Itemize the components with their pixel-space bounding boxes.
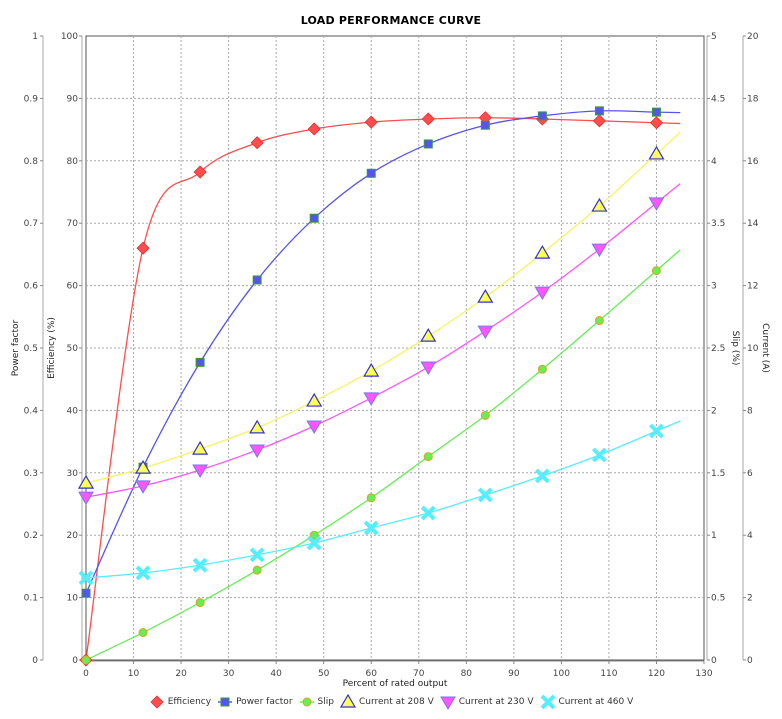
power-factor-tick-label: 0.3 bbox=[24, 469, 38, 479]
efficiency-tick-label: 70 bbox=[67, 219, 79, 229]
current-tick-label: 6 bbox=[747, 469, 753, 479]
current-at-460-v-markers bbox=[78, 423, 664, 586]
legend-label: Current at 460 V bbox=[558, 697, 634, 707]
legend-item-current-at-460-v: Current at 460 V bbox=[540, 694, 634, 710]
efficiency-tick-label: 50 bbox=[67, 344, 79, 354]
current-tick-label: 14 bbox=[747, 219, 759, 229]
current-tick-label: 4 bbox=[747, 531, 753, 541]
current-at-208-v-markers bbox=[77, 145, 665, 489]
slip-tick-label: 4.5 bbox=[711, 94, 725, 104]
current-tick-label: 16 bbox=[747, 157, 759, 167]
power-factor-tick-label: 0.9 bbox=[24, 94, 39, 104]
slip-markers bbox=[81, 266, 661, 665]
x-icon bbox=[540, 694, 555, 710]
slip-tick-label: 3 bbox=[711, 282, 717, 292]
efficiency-tick-label: 10 bbox=[67, 594, 79, 604]
slip-tick-label: 0.5 bbox=[711, 594, 725, 604]
x-tick-label: 110 bbox=[600, 669, 617, 679]
x-tick-label: 30 bbox=[223, 669, 235, 679]
x-tick-label: 0 bbox=[83, 669, 89, 679]
efficiency-tick-label: 100 bbox=[61, 32, 78, 42]
power-factor-tick-label: 0.4 bbox=[24, 406, 39, 416]
slip-axis-label: Slip (%) bbox=[730, 331, 740, 366]
axes: 0 10 20 30 40 50 60 70 80 90 100 110 120 13000.10.20.… bbox=[11, 32, 770, 679]
current-tick-label: 12 bbox=[747, 282, 758, 292]
current-tick-label: 2 bbox=[747, 594, 753, 604]
slip-tick-label: 4 bbox=[711, 157, 717, 167]
x-tick-label: 80 bbox=[461, 669, 473, 679]
slip-tick-label: 3.5 bbox=[711, 219, 725, 229]
efficiency-tick-label: 60 bbox=[67, 282, 79, 292]
grid-lines bbox=[85, 35, 705, 661]
slip-tick-label: 1.5 bbox=[711, 469, 725, 479]
legend-item-efficiency: Efficiency bbox=[149, 694, 211, 710]
x-tick-label: 60 bbox=[366, 669, 378, 679]
legend-label: Current at 208 V bbox=[358, 697, 434, 707]
legend-item-power-factor: Power factor bbox=[217, 694, 293, 710]
current-at-460-v-curve bbox=[85, 420, 681, 579]
efficiency-tick-label: 30 bbox=[67, 469, 79, 479]
x-tick-label: 130 bbox=[695, 669, 712, 679]
slip-tick-label: 2.5 bbox=[711, 344, 725, 354]
efficiency-tick-label: 20 bbox=[67, 531, 79, 541]
power-factor-tick-label: 0.8 bbox=[24, 157, 39, 167]
power-factor-tick-label: 0.1 bbox=[24, 594, 38, 604]
slip-tick-label: 2 bbox=[711, 406, 717, 416]
legend-label: Efficiency bbox=[167, 697, 212, 707]
series-markers bbox=[77, 106, 665, 667]
efficiency-tick-label: 40 bbox=[67, 406, 79, 416]
power-factor-tick-label: 0.5 bbox=[24, 344, 38, 354]
legend-label: Power factor bbox=[236, 697, 293, 707]
current-at-230-v-markers bbox=[78, 197, 665, 506]
triangle-up-icon bbox=[339, 694, 356, 708]
current-tick-label: 0 bbox=[747, 656, 753, 666]
power-factor-tick-label: 0.6 bbox=[24, 282, 39, 292]
efficiency-tick-label: 80 bbox=[67, 157, 79, 167]
legend-item-slip: Slip bbox=[299, 694, 334, 710]
power-factor-tick-label: 0.7 bbox=[24, 219, 38, 229]
legend-item-current-at-230-v: Current at 230 V bbox=[439, 694, 534, 710]
x-tick-label: 120 bbox=[648, 669, 665, 679]
x-tick-label: 100 bbox=[553, 669, 570, 679]
x-tick-label: 40 bbox=[270, 669, 282, 679]
efficiency-tick-label: 90 bbox=[67, 94, 79, 104]
x-tick-label: 90 bbox=[508, 669, 520, 679]
chart-legend: Efficiency Power factor Slip Current at 208… bbox=[0, 694, 782, 710]
chart-title: LOAD PERFORMANCE CURVE bbox=[301, 14, 482, 27]
diamond-icon bbox=[150, 695, 164, 709]
efficiency-tick-label: 0 bbox=[72, 656, 78, 666]
power-factor-tick-label: 0 bbox=[32, 656, 38, 666]
current-tick-label: 18 bbox=[747, 94, 759, 104]
legend-label: Current at 230 V bbox=[458, 697, 534, 707]
x-tick-label: 50 bbox=[318, 669, 330, 679]
current-tick-label: 8 bbox=[747, 406, 753, 416]
x-axis-label: Percent of rated output bbox=[343, 679, 448, 689]
triangle-down-icon bbox=[439, 696, 456, 710]
square-icon bbox=[218, 697, 233, 707]
legend-item-current-at-208-v: Current at 208 V bbox=[339, 694, 434, 710]
slip-tick-label: 0 bbox=[711, 656, 717, 666]
x-tick-label: 70 bbox=[413, 669, 425, 679]
efficiency-axis-label: Efficiency (%) bbox=[47, 317, 57, 379]
x-tick-label: 10 bbox=[128, 669, 140, 679]
x-tick-label: 20 bbox=[175, 669, 187, 679]
power-factor-tick-label: 1 bbox=[32, 32, 38, 42]
slip-tick-label: 1 bbox=[711, 531, 717, 541]
slip-tick-label: 5 bbox=[711, 32, 717, 42]
current-tick-label: 20 bbox=[747, 32, 759, 42]
circle-icon bbox=[299, 697, 314, 707]
current-axis-label: Current (A) bbox=[760, 323, 770, 373]
current-tick-label: 10 bbox=[747, 344, 759, 354]
power-factor-axis-label: Power factor bbox=[11, 319, 21, 376]
power-factor-tick-label: 0.2 bbox=[24, 531, 38, 541]
legend-label: Slip bbox=[317, 697, 334, 707]
